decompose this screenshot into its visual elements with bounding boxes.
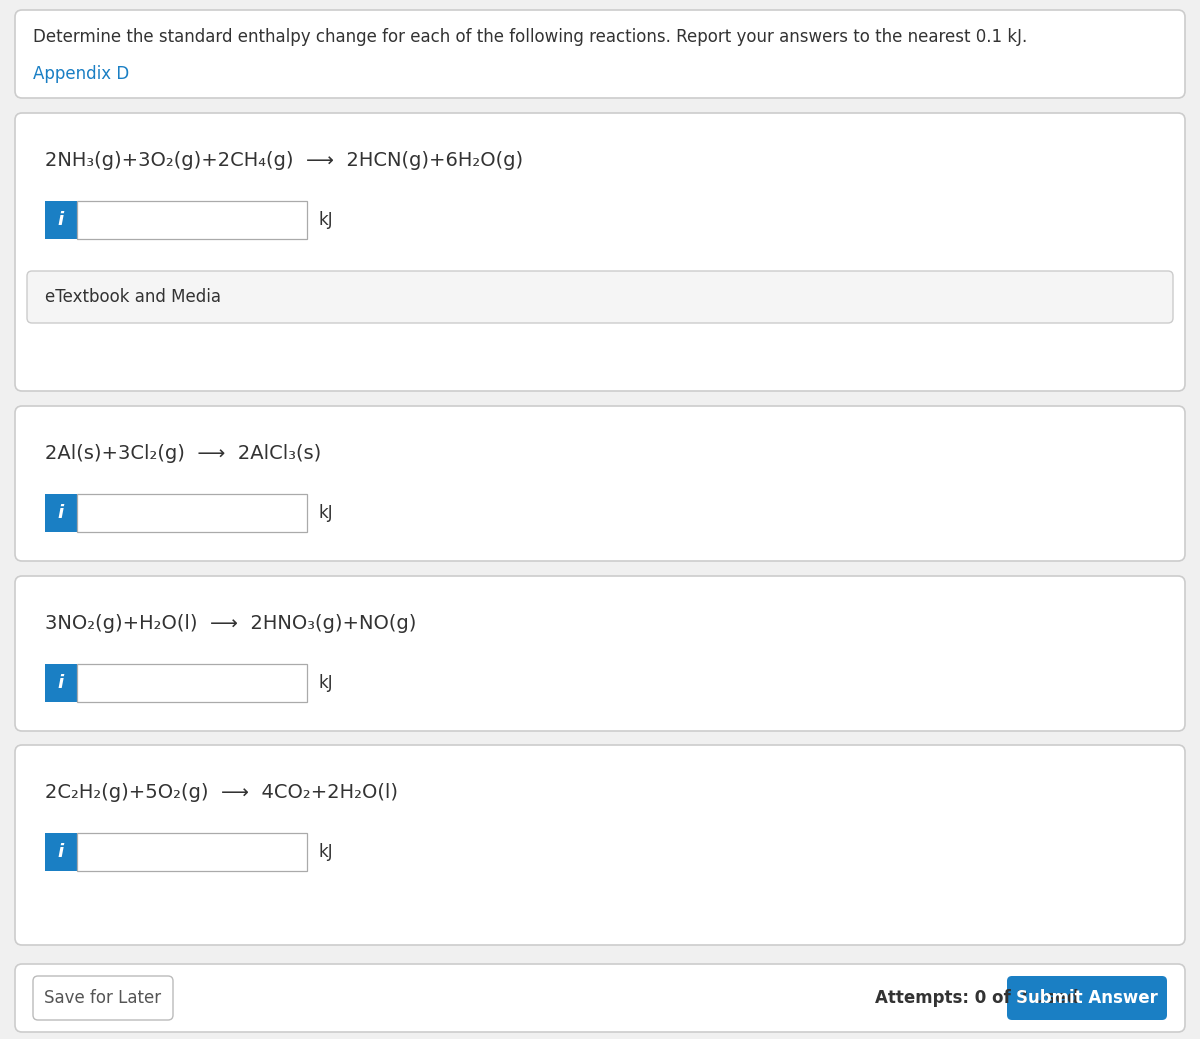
- Text: 2C₂H₂(g)+5O₂(g)  ⟶  4CO₂+2H₂O(l): 2C₂H₂(g)+5O₂(g) ⟶ 4CO₂+2H₂O(l): [46, 783, 398, 802]
- Text: Determine the standard enthalpy change for each of the following reactions. Repo: Determine the standard enthalpy change f…: [34, 28, 1027, 46]
- FancyBboxPatch shape: [34, 976, 173, 1020]
- Text: kJ: kJ: [319, 674, 334, 692]
- Text: Attempts: 0 of 3 used: Attempts: 0 of 3 used: [875, 989, 1079, 1007]
- Text: kJ: kJ: [319, 843, 334, 861]
- Text: i: i: [58, 843, 64, 861]
- Text: i: i: [58, 211, 64, 229]
- Text: Save for Later: Save for Later: [44, 989, 162, 1007]
- Bar: [77, 664, 307, 702]
- Text: Submit Answer: Submit Answer: [1016, 989, 1158, 1007]
- FancyBboxPatch shape: [14, 745, 1186, 945]
- Text: Appendix D: Appendix D: [34, 65, 130, 83]
- Text: 2NH₃(g)+3O₂(g)+2CH₄(g)  ⟶  2HCN(g)+6H₂O(g): 2NH₃(g)+3O₂(g)+2CH₄(g) ⟶ 2HCN(g)+6H₂O(g): [46, 151, 523, 170]
- FancyBboxPatch shape: [28, 271, 1174, 323]
- Bar: [46, 833, 77, 871]
- Bar: [46, 664, 77, 702]
- Text: eTextbook and Media: eTextbook and Media: [46, 288, 221, 307]
- FancyBboxPatch shape: [1007, 976, 1166, 1020]
- Bar: [77, 201, 307, 239]
- Text: 2Al(s)+3Cl₂(g)  ⟶  2AlCl₃(s): 2Al(s)+3Cl₂(g) ⟶ 2AlCl₃(s): [46, 444, 322, 463]
- Bar: [77, 494, 307, 532]
- FancyBboxPatch shape: [14, 406, 1186, 561]
- Text: i: i: [58, 674, 64, 692]
- Bar: [77, 833, 307, 871]
- FancyBboxPatch shape: [14, 113, 1186, 391]
- FancyBboxPatch shape: [14, 964, 1186, 1032]
- Bar: [46, 494, 77, 532]
- Text: i: i: [58, 504, 64, 522]
- Text: 3NO₂(g)+H₂O(l)  ⟶  2HNO₃(g)+NO(g): 3NO₂(g)+H₂O(l) ⟶ 2HNO₃(g)+NO(g): [46, 614, 416, 633]
- Text: kJ: kJ: [319, 504, 334, 522]
- FancyBboxPatch shape: [14, 576, 1186, 731]
- Text: kJ: kJ: [319, 211, 334, 229]
- Bar: [46, 201, 77, 239]
- FancyBboxPatch shape: [14, 10, 1186, 98]
